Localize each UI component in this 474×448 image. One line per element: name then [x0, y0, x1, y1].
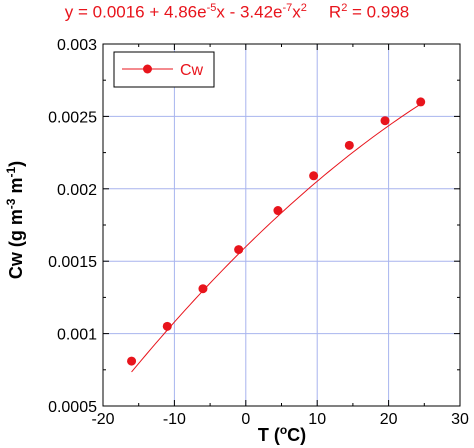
eq-exp2: -7 [282, 2, 293, 14]
eq-exp1: -5 [206, 2, 217, 14]
y-axis-label: Cw (g m-3 m-1) [4, 161, 26, 279]
data-point [198, 284, 208, 294]
data-point [234, 245, 244, 255]
data-point [416, 97, 426, 107]
legend-label-cw: Cw [180, 62, 204, 79]
legend: Cw [113, 51, 215, 88]
legend-marker [143, 64, 152, 74]
r2-label: R [328, 2, 342, 22]
data-points [127, 97, 426, 366]
eq-mid: x - 3.42e [216, 2, 283, 22]
x-tick-label: 30 [451, 411, 469, 428]
y-tick-label: 0.0005 [48, 399, 97, 416]
x-tick-label: 10 [308, 411, 326, 428]
data-point [127, 356, 137, 366]
x-tick-label: 0 [241, 411, 250, 428]
x-tick-label: -20 [91, 411, 114, 428]
y-tick-label: 0.001 [57, 327, 97, 344]
grid [103, 44, 460, 406]
data-point [344, 140, 354, 150]
y-tick-label: 0.002 [57, 182, 97, 199]
y-tick-label: 0.0015 [48, 254, 97, 271]
fit-equation: y = 0.0016 + 4.86e-5x - 3.42e-7x2 R2 = 0.… [0, 2, 474, 23]
x-tick-label: -10 [163, 411, 186, 428]
eq-exp3: 2 [300, 2, 307, 14]
data-point [380, 116, 390, 126]
data-point [273, 206, 283, 216]
eq-prefix: y = 0.0016 + 4.86e [64, 2, 207, 22]
r2-value: = 0.998 [347, 2, 410, 22]
y-tick-label: 0.003 [57, 37, 97, 54]
fit-curve [131, 103, 422, 373]
data-point [162, 321, 172, 331]
data-point [309, 171, 319, 181]
r2-exp: 2 [341, 2, 348, 14]
eq-mid2: x [292, 2, 301, 22]
plot-frame [102, 43, 461, 407]
x-tick-labels: -20 -10 0 10 20 30 [91, 411, 469, 428]
y-tick-label: 0.0025 [48, 109, 97, 126]
axis-ticks [102, 43, 461, 407]
y-tick-labels: 0.0005 0.001 0.0015 0.002 0.0025 0.003 [48, 37, 97, 416]
x-tick-label: 20 [380, 411, 398, 428]
x-axis-label: T (oC) [258, 423, 306, 445]
